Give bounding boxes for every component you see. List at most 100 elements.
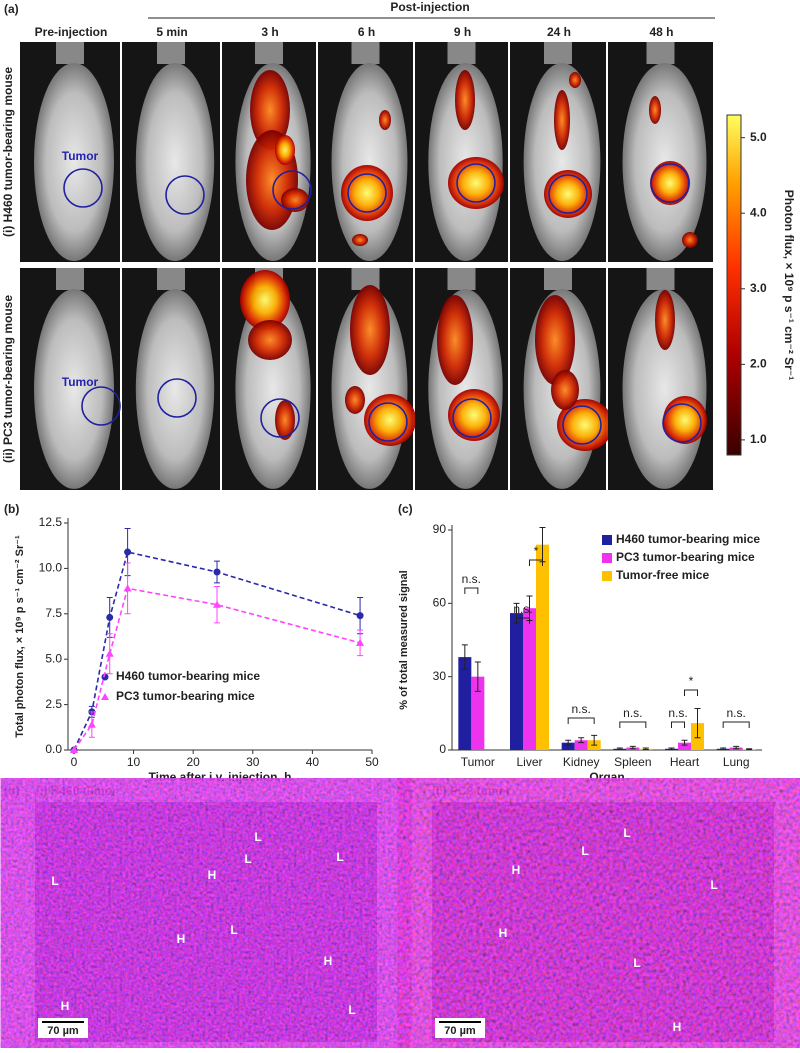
error-bar: [733, 745, 740, 750]
signal: [649, 96, 661, 124]
imager-nozzle: [157, 42, 185, 64]
signal: [379, 110, 391, 130]
y-axis-label: Total photon flux, × 10⁹ p s⁻¹ cm⁻² Sr⁻¹: [14, 535, 26, 738]
signal: [275, 135, 295, 165]
mouse-body: [331, 63, 408, 261]
colorbar-tick-label: 2.0: [750, 357, 767, 371]
significance-label: *: [534, 544, 539, 558]
error-bar: [616, 747, 623, 751]
imager-nozzle: [447, 42, 476, 64]
legend-swatch: [602, 571, 612, 581]
data-point: [69, 746, 78, 753]
colorbar: [726, 114, 742, 456]
error-bar: [668, 747, 675, 751]
imager-nozzle: [447, 268, 476, 290]
significance-label: n.s.: [462, 572, 481, 586]
x-tick-label: Lung: [723, 755, 750, 769]
signal: [250, 70, 290, 150]
y-tick-label: 0.0: [45, 742, 62, 756]
region-label: L: [710, 878, 717, 892]
colorbar-tick-label: 5.0: [750, 130, 767, 144]
tumor-circle: [650, 163, 690, 203]
signal: [655, 290, 675, 350]
signal: [554, 90, 570, 150]
tumor-circle: [562, 405, 602, 445]
column-label: 9 h: [454, 25, 471, 39]
y-tick-label: 7.5: [45, 606, 62, 620]
region-label: L: [348, 1003, 355, 1017]
imager-nozzle: [646, 42, 675, 64]
panel-label: (a): [4, 2, 19, 16]
x-tick-label: 30: [246, 755, 260, 769]
data-point: [356, 612, 364, 620]
imager-nozzle: [351, 268, 380, 290]
legend-marker: [101, 673, 109, 681]
significance-label: n.s.: [571, 702, 590, 716]
colorbar-label: Photon flux, × 10⁹ p s⁻¹ cm⁻² Sr⁻¹: [782, 190, 796, 380]
significance-bracket: [529, 559, 543, 566]
scale-label: 70 µm: [47, 1025, 79, 1037]
imager-nozzle: [56, 268, 84, 290]
tumor-label: Tumor: [62, 149, 99, 163]
x-tick-label: Spleen: [614, 755, 651, 769]
legend-label: Tumor-free mice: [616, 568, 709, 582]
significance-bracket: [684, 689, 698, 696]
region-label: H: [673, 1020, 682, 1034]
region-label: L: [51, 874, 58, 888]
y-tick-label: 2.5: [45, 697, 62, 711]
column-label: 48 h: [649, 25, 673, 39]
column-label: 6 h: [358, 25, 375, 39]
signal: [364, 394, 416, 446]
bar: [561, 742, 575, 750]
panel-title: (i) H460 tumor: [36, 784, 117, 798]
region-label: H: [177, 932, 186, 946]
region-label: H: [324, 954, 333, 968]
x-tick-label: 0: [71, 755, 78, 769]
header: Post-injection: [390, 0, 469, 14]
signal: [352, 234, 368, 246]
tumor-circle: [368, 402, 408, 442]
error-bar: [746, 748, 753, 751]
error-bar: [461, 644, 468, 670]
colorbar-tick-label: 1.0: [750, 432, 767, 446]
y-tick-label: 12.5: [39, 515, 63, 529]
region-label: L: [336, 850, 343, 864]
legend-label: H460 tumor-bearing mice: [616, 532, 760, 546]
legend-swatch: [602, 553, 612, 563]
bar: [536, 544, 549, 750]
tumor-circle: [662, 403, 702, 443]
signal: [248, 320, 292, 360]
imager-nozzle: [351, 42, 380, 64]
signal: [557, 399, 613, 451]
y-tick-label: 30: [433, 669, 447, 683]
region-label: H: [512, 863, 521, 877]
mouse-body: [34, 289, 114, 489]
region-label: L: [623, 826, 630, 840]
colorbar-tick-label: 3.0: [750, 281, 767, 295]
signal: [448, 389, 500, 441]
y-tick-label: 90: [433, 522, 447, 536]
imager-nozzle: [544, 268, 572, 290]
bar: [510, 613, 523, 750]
bar: [523, 608, 536, 750]
panel-label: (b): [4, 502, 19, 516]
region-label: H: [499, 926, 508, 940]
row-label: (i) H460 tumor-bearing mouse: [1, 67, 15, 237]
signal: [240, 270, 290, 330]
signal: [345, 386, 365, 414]
legend-swatch: [602, 535, 612, 545]
tumor-circle: [347, 173, 387, 213]
mouse-body: [34, 63, 114, 261]
imager-nozzle: [157, 268, 185, 290]
region-label: L: [633, 956, 640, 970]
tumor-circle: [548, 174, 588, 214]
significance-label: n.s.: [726, 706, 745, 720]
data-point: [106, 613, 114, 621]
x-tick-label: 20: [186, 755, 200, 769]
panel-label: (d): [4, 784, 19, 798]
data-point: [213, 568, 221, 576]
mouse-body: [135, 63, 215, 261]
significance-label: *: [689, 674, 694, 688]
y-tick-label: 0: [439, 742, 446, 756]
error-bar: [642, 747, 649, 751]
